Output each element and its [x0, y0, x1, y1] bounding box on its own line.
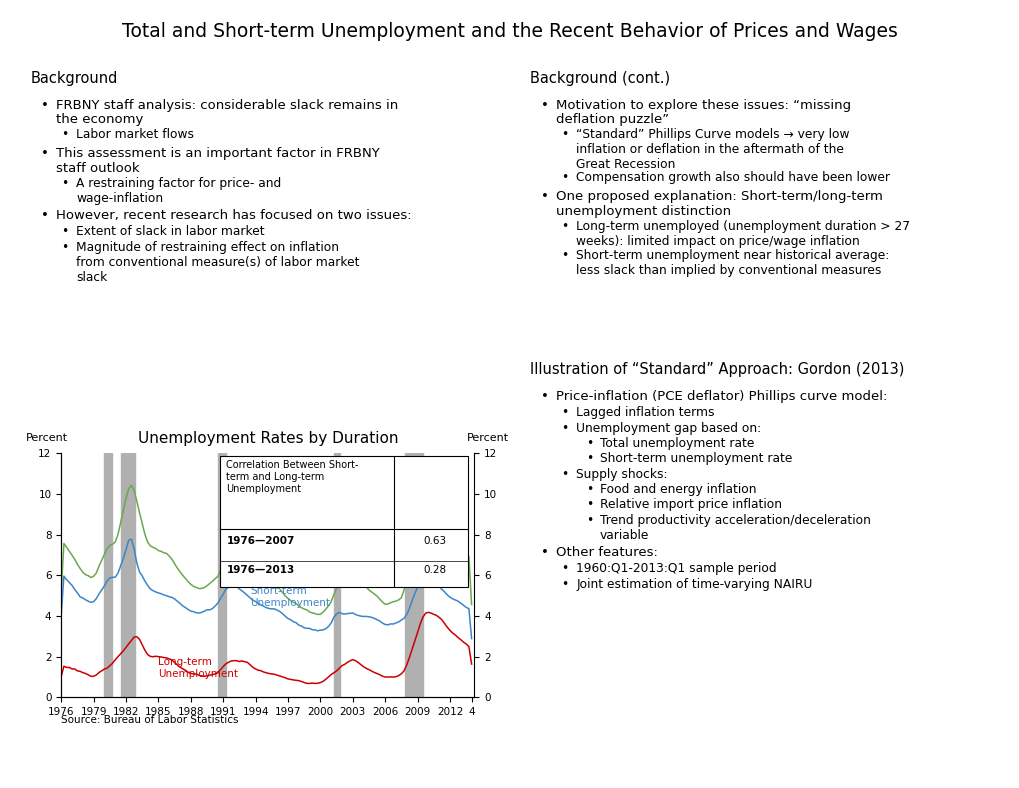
Bar [405, 453, 423, 697]
Text: Illustration of “Standard” Approach: Gordon (2013): Illustration of “Standard” Approach: Gor… [530, 362, 904, 377]
Text: •: • [540, 98, 548, 111]
Text: •: • [61, 225, 68, 238]
Text: This assessment is an important factor in FRBNY
staff outlook: This assessment is an important factor i… [56, 147, 379, 175]
Bar [333, 453, 339, 697]
Text: •: • [540, 390, 548, 403]
Text: •: • [560, 422, 568, 434]
FancyBboxPatch shape [220, 455, 468, 588]
Text: •: • [586, 514, 593, 526]
Text: Extent of slack in labor market: Extent of slack in labor market [76, 225, 265, 238]
Text: 1976—2013: 1976—2013 [226, 566, 294, 575]
Text: •: • [61, 128, 68, 141]
Title: Unemployment Rates by Duration: Unemployment Rates by Duration [138, 431, 397, 446]
Text: •: • [560, 407, 568, 419]
Text: Total unemployment rate: Total unemployment rate [599, 437, 753, 450]
Text: Lagged inflation terms: Lagged inflation terms [576, 407, 714, 419]
Text: Total
Unemployment: Total Unemployment [250, 541, 330, 563]
Text: Correlation Between Short-
term and Long-term
Unemployment: Correlation Between Short- term and Long… [226, 460, 359, 493]
Text: •: • [586, 452, 593, 465]
Text: Source: Bureau of Labor Statistics: Source: Bureau of Labor Statistics [61, 715, 238, 725]
Text: •: • [41, 210, 49, 222]
Text: Compensation growth also should have been lower: Compensation growth also should have bee… [576, 172, 890, 184]
Text: •: • [540, 190, 548, 203]
Bar [218, 453, 225, 697]
Text: FRBNY staff analysis: considerable slack remains in
the economy: FRBNY staff analysis: considerable slack… [56, 98, 398, 127]
Text: Short-term
Unemployment: Short-term Unemployment [250, 586, 330, 608]
Text: Long-term unemployed (unemployment duration > 27
weeks): limited impact on price: Long-term unemployed (unemployment durat… [576, 220, 909, 248]
Text: •: • [586, 483, 593, 496]
Text: Background: Background [31, 71, 118, 86]
Text: “Standard” Phillips Curve models → very low
inflation or deflation in the afterm: “Standard” Phillips Curve models → very … [576, 128, 849, 172]
Text: However, recent research has focused on two issues:: However, recent research has focused on … [56, 210, 412, 222]
Text: Labor market flows: Labor market flows [76, 128, 195, 141]
Text: Total and Short-term Unemployment and the Recent Behavior of Prices and Wages: Total and Short-term Unemployment and th… [122, 22, 897, 41]
Text: •: • [560, 249, 568, 262]
Text: 0.28: 0.28 [423, 566, 446, 575]
Text: Short-term unemployment near historical average:
less slack than implied by conv: Short-term unemployment near historical … [576, 249, 889, 277]
Text: Percent: Percent [26, 433, 68, 444]
Text: Background (cont.): Background (cont.) [530, 71, 669, 86]
Text: A restraining factor for price- and
wage-inflation: A restraining factor for price- and wage… [76, 177, 281, 205]
Text: •: • [560, 128, 568, 141]
Text: Unemployment gap based on:: Unemployment gap based on: [576, 422, 760, 434]
Text: •: • [41, 147, 49, 160]
Text: 0.63: 0.63 [423, 536, 446, 546]
Text: Price-inflation (PCE deflator) Phillips curve model:: Price-inflation (PCE deflator) Phillips … [555, 390, 887, 403]
Text: •: • [586, 499, 593, 511]
Bar [104, 453, 112, 697]
Text: •: • [560, 578, 568, 590]
Text: •: • [586, 437, 593, 450]
Text: Trend productivity acceleration/deceleration
variable: Trend productivity acceleration/decelera… [599, 514, 870, 542]
Text: Other features:: Other features: [555, 546, 657, 559]
Text: •: • [560, 563, 568, 575]
Text: Magnitude of restraining effect on inflation
from conventional measure(s) of lab: Magnitude of restraining effect on infla… [76, 241, 360, 284]
Text: •: • [560, 172, 568, 184]
Text: Joint estimation of time-varying NAIRU: Joint estimation of time-varying NAIRU [576, 578, 812, 590]
Text: •: • [560, 220, 568, 232]
Text: Percent: Percent [467, 433, 508, 444]
Text: •: • [61, 241, 68, 254]
Text: 1960:Q1-2013:Q1 sample period: 1960:Q1-2013:Q1 sample period [576, 563, 776, 575]
Text: Relative import price inflation: Relative import price inflation [599, 499, 781, 511]
Text: Motivation to explore these issues: “missing
deflation puzzle”: Motivation to explore these issues: “mis… [555, 98, 850, 127]
Text: •: • [540, 546, 548, 559]
Text: Short-term unemployment rate: Short-term unemployment rate [599, 452, 792, 465]
Text: Food and energy inflation: Food and energy inflation [599, 483, 755, 496]
Text: •: • [41, 98, 49, 111]
Text: •: • [560, 468, 568, 481]
Text: 1976—2007: 1976—2007 [226, 536, 294, 546]
Text: Long-term
Unemployment: Long-term Unemployment [158, 657, 238, 679]
Text: •: • [61, 177, 68, 190]
Text: Supply shocks:: Supply shocks: [576, 468, 667, 481]
Text: One proposed explanation: Short-term/long-term
unemployment distinction: One proposed explanation: Short-term/lon… [555, 190, 881, 218]
Bar [120, 453, 135, 697]
